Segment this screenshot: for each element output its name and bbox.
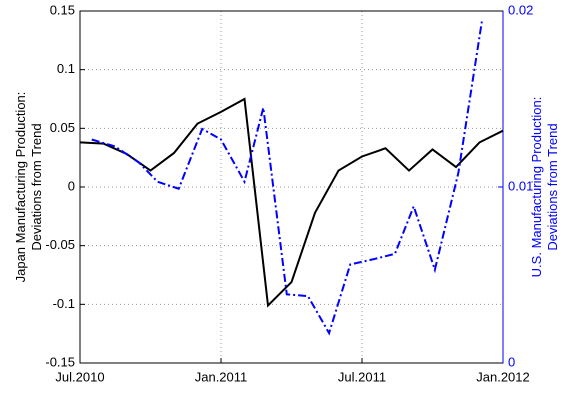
y-tick-label: -0.15 (45, 354, 75, 369)
y-tick-label: -0.1 (53, 296, 75, 311)
line (79, 97, 504, 308)
line (91, 21, 483, 336)
y2-tick-label: 0.02 (508, 2, 533, 17)
x-tick-label: Jul.2010 (55, 369, 104, 384)
axis-label-line: Japan Manufacturing Production: (13, 92, 28, 283)
axis-label: U.S. Manufacturing Production:Deviations… (529, 97, 560, 278)
x-tick-label: Jan.2011 (195, 369, 248, 384)
y-tick-label: 0.05 (50, 120, 75, 135)
y-tick-label: 0 (68, 178, 75, 193)
y-tick-label: 0.1 (57, 61, 75, 76)
y2-tick-label: 0.01 (508, 178, 533, 193)
axis-label-line: U.S. Manufacturing Production: (529, 97, 544, 278)
x-tick-label: Jan.2012 (476, 369, 530, 384)
plot-frame (79, 10, 504, 364)
y-tick-label: -0.05 (45, 237, 75, 252)
y-tick-label: 0.15 (50, 2, 75, 17)
y2-tick-label: 0 (508, 354, 515, 369)
x-tick-label: Jul.2011 (338, 369, 386, 384)
axis-label-line: Deviations from Trend (545, 123, 560, 250)
axis-label: Japan Manufacturing Production:Deviation… (13, 92, 44, 283)
axis-label-line: Deviations from Trend (29, 123, 44, 250)
